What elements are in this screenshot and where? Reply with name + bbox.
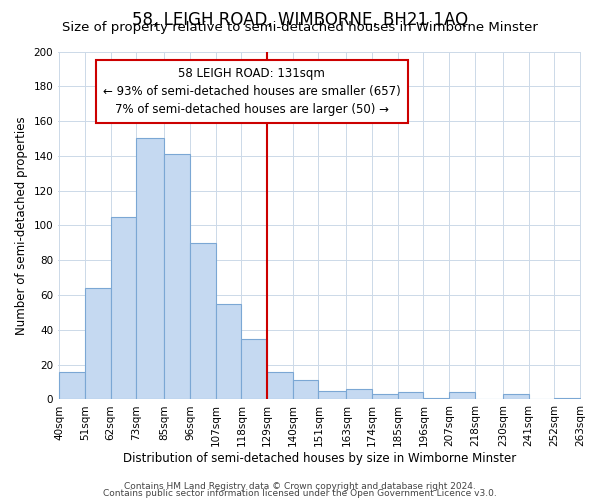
Bar — [241, 338, 267, 400]
Bar — [190, 243, 216, 400]
Y-axis label: Number of semi-detached properties: Number of semi-detached properties — [15, 116, 28, 335]
Bar — [449, 392, 475, 400]
X-axis label: Distribution of semi-detached houses by size in Wimborne Minster: Distribution of semi-detached houses by … — [123, 452, 516, 465]
Bar — [267, 372, 293, 400]
Bar — [503, 394, 529, 400]
Text: Size of property relative to semi-detached houses in Wimborne Minster: Size of property relative to semi-detach… — [62, 22, 538, 35]
Bar — [346, 389, 372, 400]
Text: Contains HM Land Registry data © Crown copyright and database right 2024.: Contains HM Land Registry data © Crown c… — [124, 482, 476, 491]
Text: 58 LEIGH ROAD: 131sqm
← 93% of semi-detached houses are smaller (657)
7% of semi: 58 LEIGH ROAD: 131sqm ← 93% of semi-deta… — [103, 67, 401, 116]
Bar — [216, 304, 241, 400]
Bar — [136, 138, 164, 400]
Bar — [554, 398, 580, 400]
Bar — [293, 380, 319, 400]
Bar — [85, 288, 110, 400]
Bar — [110, 217, 136, 400]
Bar — [319, 391, 346, 400]
Bar — [424, 398, 449, 400]
Text: Contains public sector information licensed under the Open Government Licence v3: Contains public sector information licen… — [103, 488, 497, 498]
Bar — [59, 372, 85, 400]
Bar — [398, 392, 424, 400]
Text: 58, LEIGH ROAD, WIMBORNE, BH21 1AQ: 58, LEIGH ROAD, WIMBORNE, BH21 1AQ — [132, 11, 468, 29]
Bar — [164, 154, 190, 400]
Bar — [372, 394, 398, 400]
